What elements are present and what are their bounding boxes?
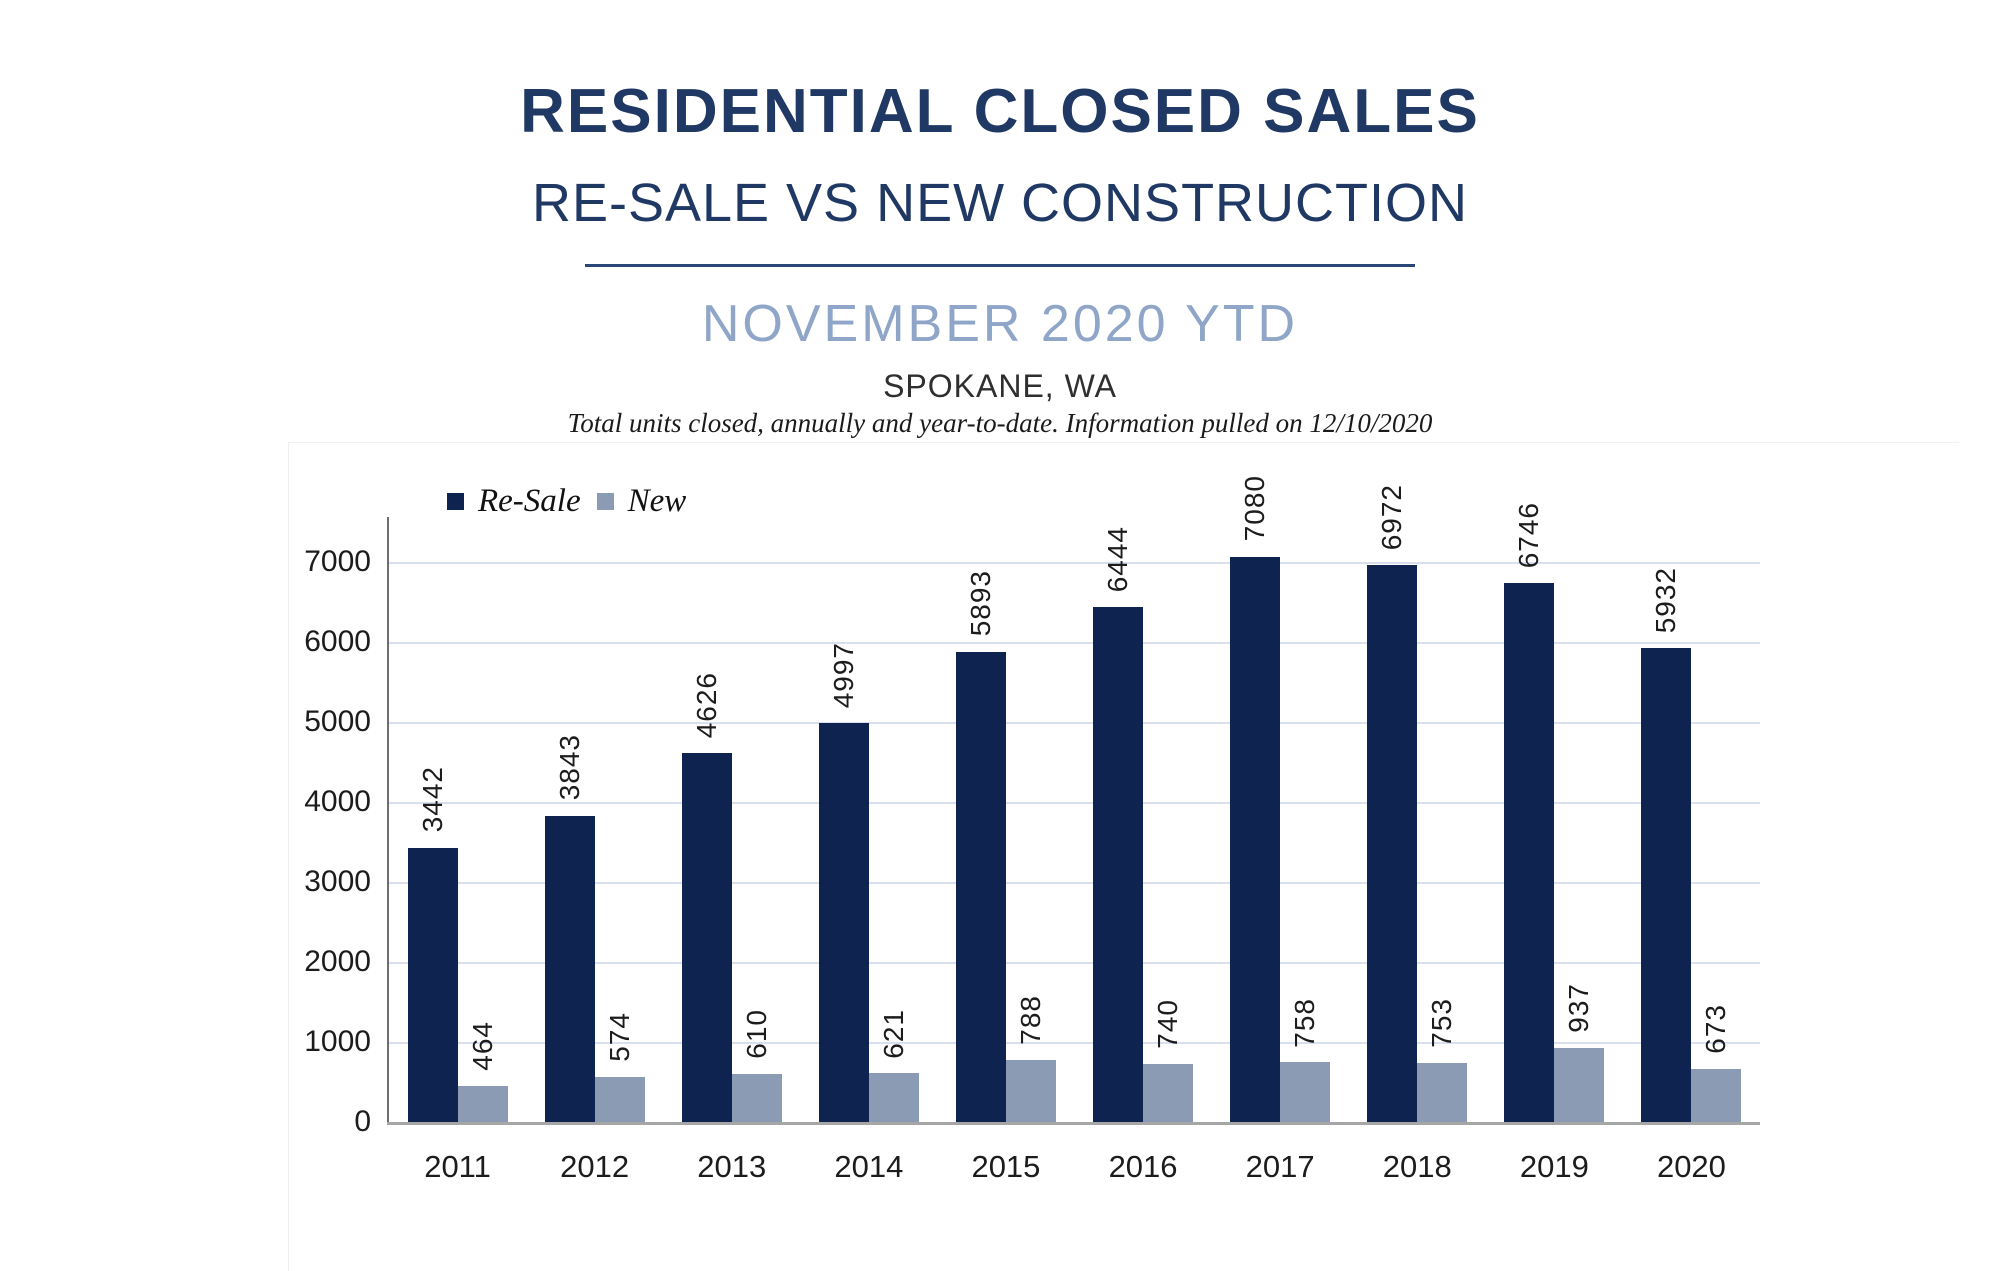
- bar-resale-2013: 4626: [681, 672, 732, 1123]
- x-tick-label: 2014: [834, 1149, 904, 1184]
- report-period: NOVEMBER 2020 YTD: [701, 295, 1299, 353]
- x-tick-label: 2016: [1108, 1149, 1178, 1184]
- bar-value-label: 7080: [1239, 475, 1271, 542]
- bar-value-label: 464: [466, 1021, 498, 1071]
- bar-value-label: 673: [1700, 1004, 1732, 1055]
- bar-new-2014: 621: [868, 1009, 919, 1123]
- bar-new-2019: 937: [1554, 983, 1605, 1123]
- x-tick-label: 2013: [697, 1149, 767, 1184]
- bar-group-2018: 6972 753: [1349, 484, 1486, 1123]
- bar-resale-2011: 3442: [407, 766, 458, 1123]
- x-tick-label: 2018: [1382, 1149, 1452, 1184]
- bar-value-label: 5893: [964, 570, 996, 637]
- x-tick-label: 2012: [560, 1149, 630, 1184]
- bar-new-2012: 574: [594, 1012, 645, 1123]
- header-divider: [585, 264, 1415, 267]
- bar-group-2019: 6746 937: [1486, 502, 1623, 1123]
- bar-value-label: 610: [740, 1009, 772, 1060]
- bar-value-label: 574: [603, 1012, 635, 1063]
- report-footnote: Total units closed, annually and year-to…: [567, 408, 1433, 438]
- bar-new-2013: 610: [731, 1009, 782, 1123]
- bar-resale-2016: 6444: [1093, 526, 1144, 1123]
- bar-value-label: 4626: [690, 671, 722, 738]
- bar-new-2015: 788: [1005, 995, 1056, 1123]
- report-location: SPOKANE, WA: [883, 368, 1117, 404]
- bar-resale-2018: 6972: [1367, 484, 1418, 1123]
- y-tick-label: 1000: [304, 1025, 371, 1058]
- page-title: RESIDENTIAL CLOSED SALES: [520, 77, 1480, 146]
- x-tick-label: 2017: [1245, 1149, 1315, 1184]
- bar-resale-2020: 5932: [1641, 567, 1692, 1123]
- bar-value-label: 3843: [553, 734, 585, 801]
- x-tick-label: 2015: [971, 1149, 1041, 1184]
- bar-value-label: 6746: [1513, 502, 1545, 569]
- y-tick-label: 5000: [304, 705, 371, 738]
- y-tick-label: 7000: [304, 545, 371, 578]
- bar-new-2017: 758: [1280, 998, 1331, 1123]
- y-tick-label: 4000: [304, 785, 371, 818]
- x-tick-label: 2020: [1656, 1149, 1726, 1184]
- legend-label-new: New: [627, 483, 687, 519]
- bar-new-2020: 673: [1691, 1004, 1742, 1123]
- bar-value-label: 5932: [1650, 567, 1682, 634]
- bar-group-2014: 4997 621: [800, 517, 937, 1123]
- bar-new-2011: 464: [457, 1021, 508, 1123]
- bar-new-2016: 740: [1143, 999, 1194, 1123]
- gridline: [389, 882, 1760, 884]
- bar-group-2017: 7080 758: [1212, 475, 1349, 1123]
- chart-panel: Re-Sale New 0 1000 2000 3000 4000 5000 6000 700…: [288, 442, 1959, 1271]
- bar-resale-2012: 3843: [544, 734, 595, 1123]
- bar-value-label: 621: [877, 1008, 909, 1059]
- x-axis-line: [387, 1122, 1760, 1125]
- gridline: [389, 802, 1760, 804]
- bar-value-label: 3442: [416, 766, 448, 833]
- y-tick-label: 3000: [304, 865, 371, 898]
- page-subtitle: RE-SALE VS NEW CONSTRUCTION: [531, 173, 1469, 233]
- bar-group-2013: 4626 610: [663, 517, 800, 1123]
- bar-resale-2015: 5893: [955, 570, 1006, 1123]
- bar-value-label: 788: [1014, 995, 1046, 1045]
- x-tick-label: 2011: [424, 1149, 491, 1184]
- bar-value-label: 740: [1152, 999, 1184, 1049]
- gridline: [389, 1042, 1760, 1044]
- bar-value-label: 6444: [1102, 526, 1134, 593]
- y-axis-line: [387, 517, 389, 1123]
- bar-group-2015: 5893 788: [937, 517, 1074, 1123]
- legend-item-resale: Re-Sale: [447, 483, 581, 520]
- x-tick-label: 2019: [1519, 1149, 1589, 1184]
- bar-group-2020: 5932 673: [1623, 517, 1760, 1123]
- legend-swatch-new: [596, 493, 614, 510]
- chart-legend: Re-Sale New: [447, 483, 686, 520]
- bar-value-label: 753: [1426, 998, 1458, 1048]
- y-tick-label: 0: [354, 1105, 371, 1138]
- y-tick-label: 2000: [304, 945, 371, 978]
- bar-resale-2017: 7080: [1230, 475, 1281, 1123]
- y-tick-label: 6000: [304, 625, 371, 658]
- bar-value-label: 4997: [827, 641, 859, 709]
- bar-group-2011: 3442 464: [389, 517, 526, 1123]
- bar-resale-2014: 4997: [818, 642, 869, 1123]
- bar-group-2016: 6444 740: [1075, 517, 1212, 1123]
- gridline: [389, 562, 1760, 564]
- bar-group-2012: 3843 574: [526, 517, 663, 1123]
- legend-label-resale: Re-Sale: [478, 483, 581, 519]
- bar-value-label: 758: [1289, 997, 1321, 1048]
- bar-resale-2019: 6746: [1504, 502, 1555, 1123]
- plot-area: 0 1000 2000 3000 4000 5000 6000 7000 3442 464 384…: [304, 475, 1760, 1184]
- gridline: [389, 962, 1760, 964]
- bar-value-label: 6972: [1376, 483, 1408, 551]
- gridline: [389, 722, 1760, 724]
- legend-swatch-resale: [447, 493, 464, 510]
- bar-value-label: 937: [1563, 983, 1595, 1034]
- gridline: [389, 642, 1760, 644]
- legend-item-new: New: [596, 483, 687, 520]
- bar-new-2018: 753: [1417, 998, 1468, 1123]
